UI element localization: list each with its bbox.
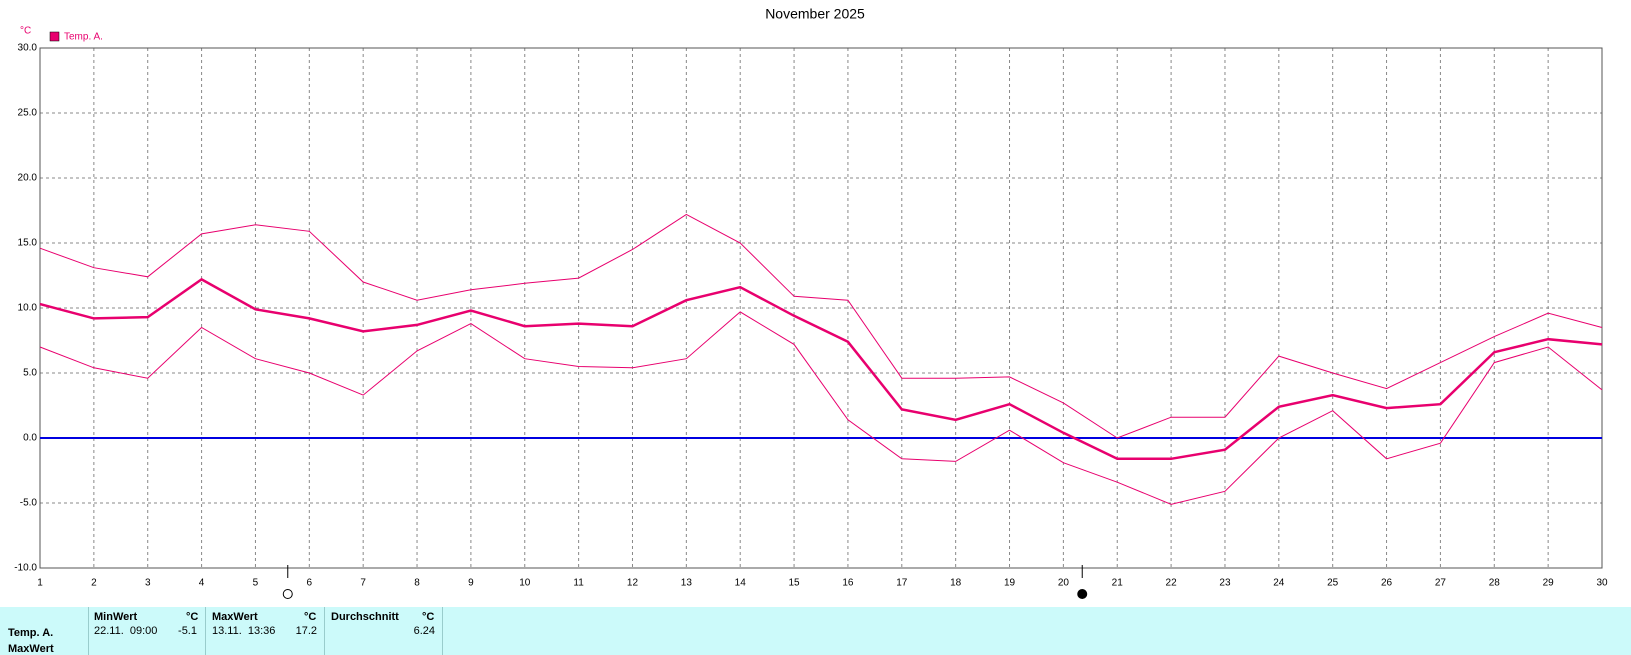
moon-phase — [282, 589, 293, 599]
header: MaxWert — [212, 611, 258, 623]
x-tick-label: 10 — [519, 578, 531, 589]
cell: 22.11. 09:00 — [94, 625, 158, 637]
y-tick-label: -5.0 — [20, 498, 38, 509]
plot-frame — [39, 47, 1603, 569]
x-tick-label: 8 — [414, 578, 420, 589]
x-tick-label: 22 — [1166, 578, 1178, 589]
y-tick-label: 10.0 — [18, 303, 38, 314]
cell: 13.11. 13:36 — [212, 625, 276, 637]
y-tick-label: 0.0 — [23, 433, 37, 444]
x-tick-label: 7 — [360, 578, 366, 589]
mean-line — [39, 277, 1603, 461]
x-tick-label: 29 — [1543, 578, 1555, 589]
low-line — [39, 311, 1603, 505]
cell: -5.1 — [178, 625, 197, 637]
chart-title: November 2025 — [765, 6, 865, 22]
y-tick-label: 30.0 — [18, 43, 38, 54]
y-tick-label: 15.0 — [18, 238, 38, 249]
x-tick-label: 2 — [91, 578, 97, 589]
x-tick-label: 23 — [1219, 578, 1231, 589]
y-tick-label: 5.0 — [23, 368, 37, 379]
row-label: MaxWert — [8, 643, 54, 655]
x-tick-label: 3 — [145, 578, 151, 589]
row-label: Temp. A. — [8, 627, 54, 639]
x-tick-label: 4 — [199, 578, 205, 589]
x-tick-label: 9 — [468, 578, 474, 589]
x-tick-label: 19 — [1004, 578, 1016, 589]
x-tick-label: 16 — [842, 578, 854, 589]
stats-table: MinWert °C MaxWert °C Durchschnitt °C Te… — [0, 607, 1631, 655]
x-tick-label: 1 — [37, 578, 43, 589]
legend-label: Temp. A. — [64, 32, 103, 43]
moon-phase — [1077, 589, 1088, 599]
x-tick-label: 27 — [1435, 578, 1447, 589]
x-tick-label: 5 — [253, 578, 259, 589]
x-tick-label: 17 — [896, 578, 908, 589]
x-tick-label: 11 — [573, 578, 584, 589]
x-tick-label: 21 — [1112, 578, 1124, 589]
header: °C — [422, 611, 435, 623]
x-tick-label: 13 — [681, 578, 693, 589]
x-tick-label: 12 — [627, 578, 639, 589]
x-tick-label: 6 — [307, 578, 313, 589]
high-line — [39, 213, 1603, 439]
x-tick-label: 26 — [1381, 578, 1393, 589]
header: °C — [304, 611, 317, 623]
legend-swatch — [49, 31, 60, 42]
x-tick-label: 14 — [735, 578, 747, 589]
x-tick-label: 24 — [1273, 578, 1285, 589]
header: °C — [186, 611, 199, 623]
x-tick-label: 18 — [950, 578, 962, 589]
x-tick-label: 28 — [1489, 578, 1501, 589]
chart: November 2025 °C -10.0 -5.0 0.0 5.0 10.0 15.0… — [14, 6, 1608, 599]
cell: 17.2 — [295, 625, 317, 637]
cell: 6.24 — [413, 625, 435, 637]
y-tick-label: 20.0 — [18, 173, 38, 184]
x-tick-label: 25 — [1327, 578, 1339, 589]
x-tick-label: 15 — [789, 578, 801, 589]
y-unit: °C — [20, 26, 31, 37]
y-tick-label: 25.0 — [18, 108, 38, 119]
x-tick-label: 20 — [1058, 578, 1070, 589]
x-tick-label: 30 — [1596, 578, 1608, 589]
header: Durchschnitt — [331, 611, 399, 623]
header: MinWert — [94, 611, 138, 623]
y-tick-label: -10.0 — [14, 563, 37, 574]
